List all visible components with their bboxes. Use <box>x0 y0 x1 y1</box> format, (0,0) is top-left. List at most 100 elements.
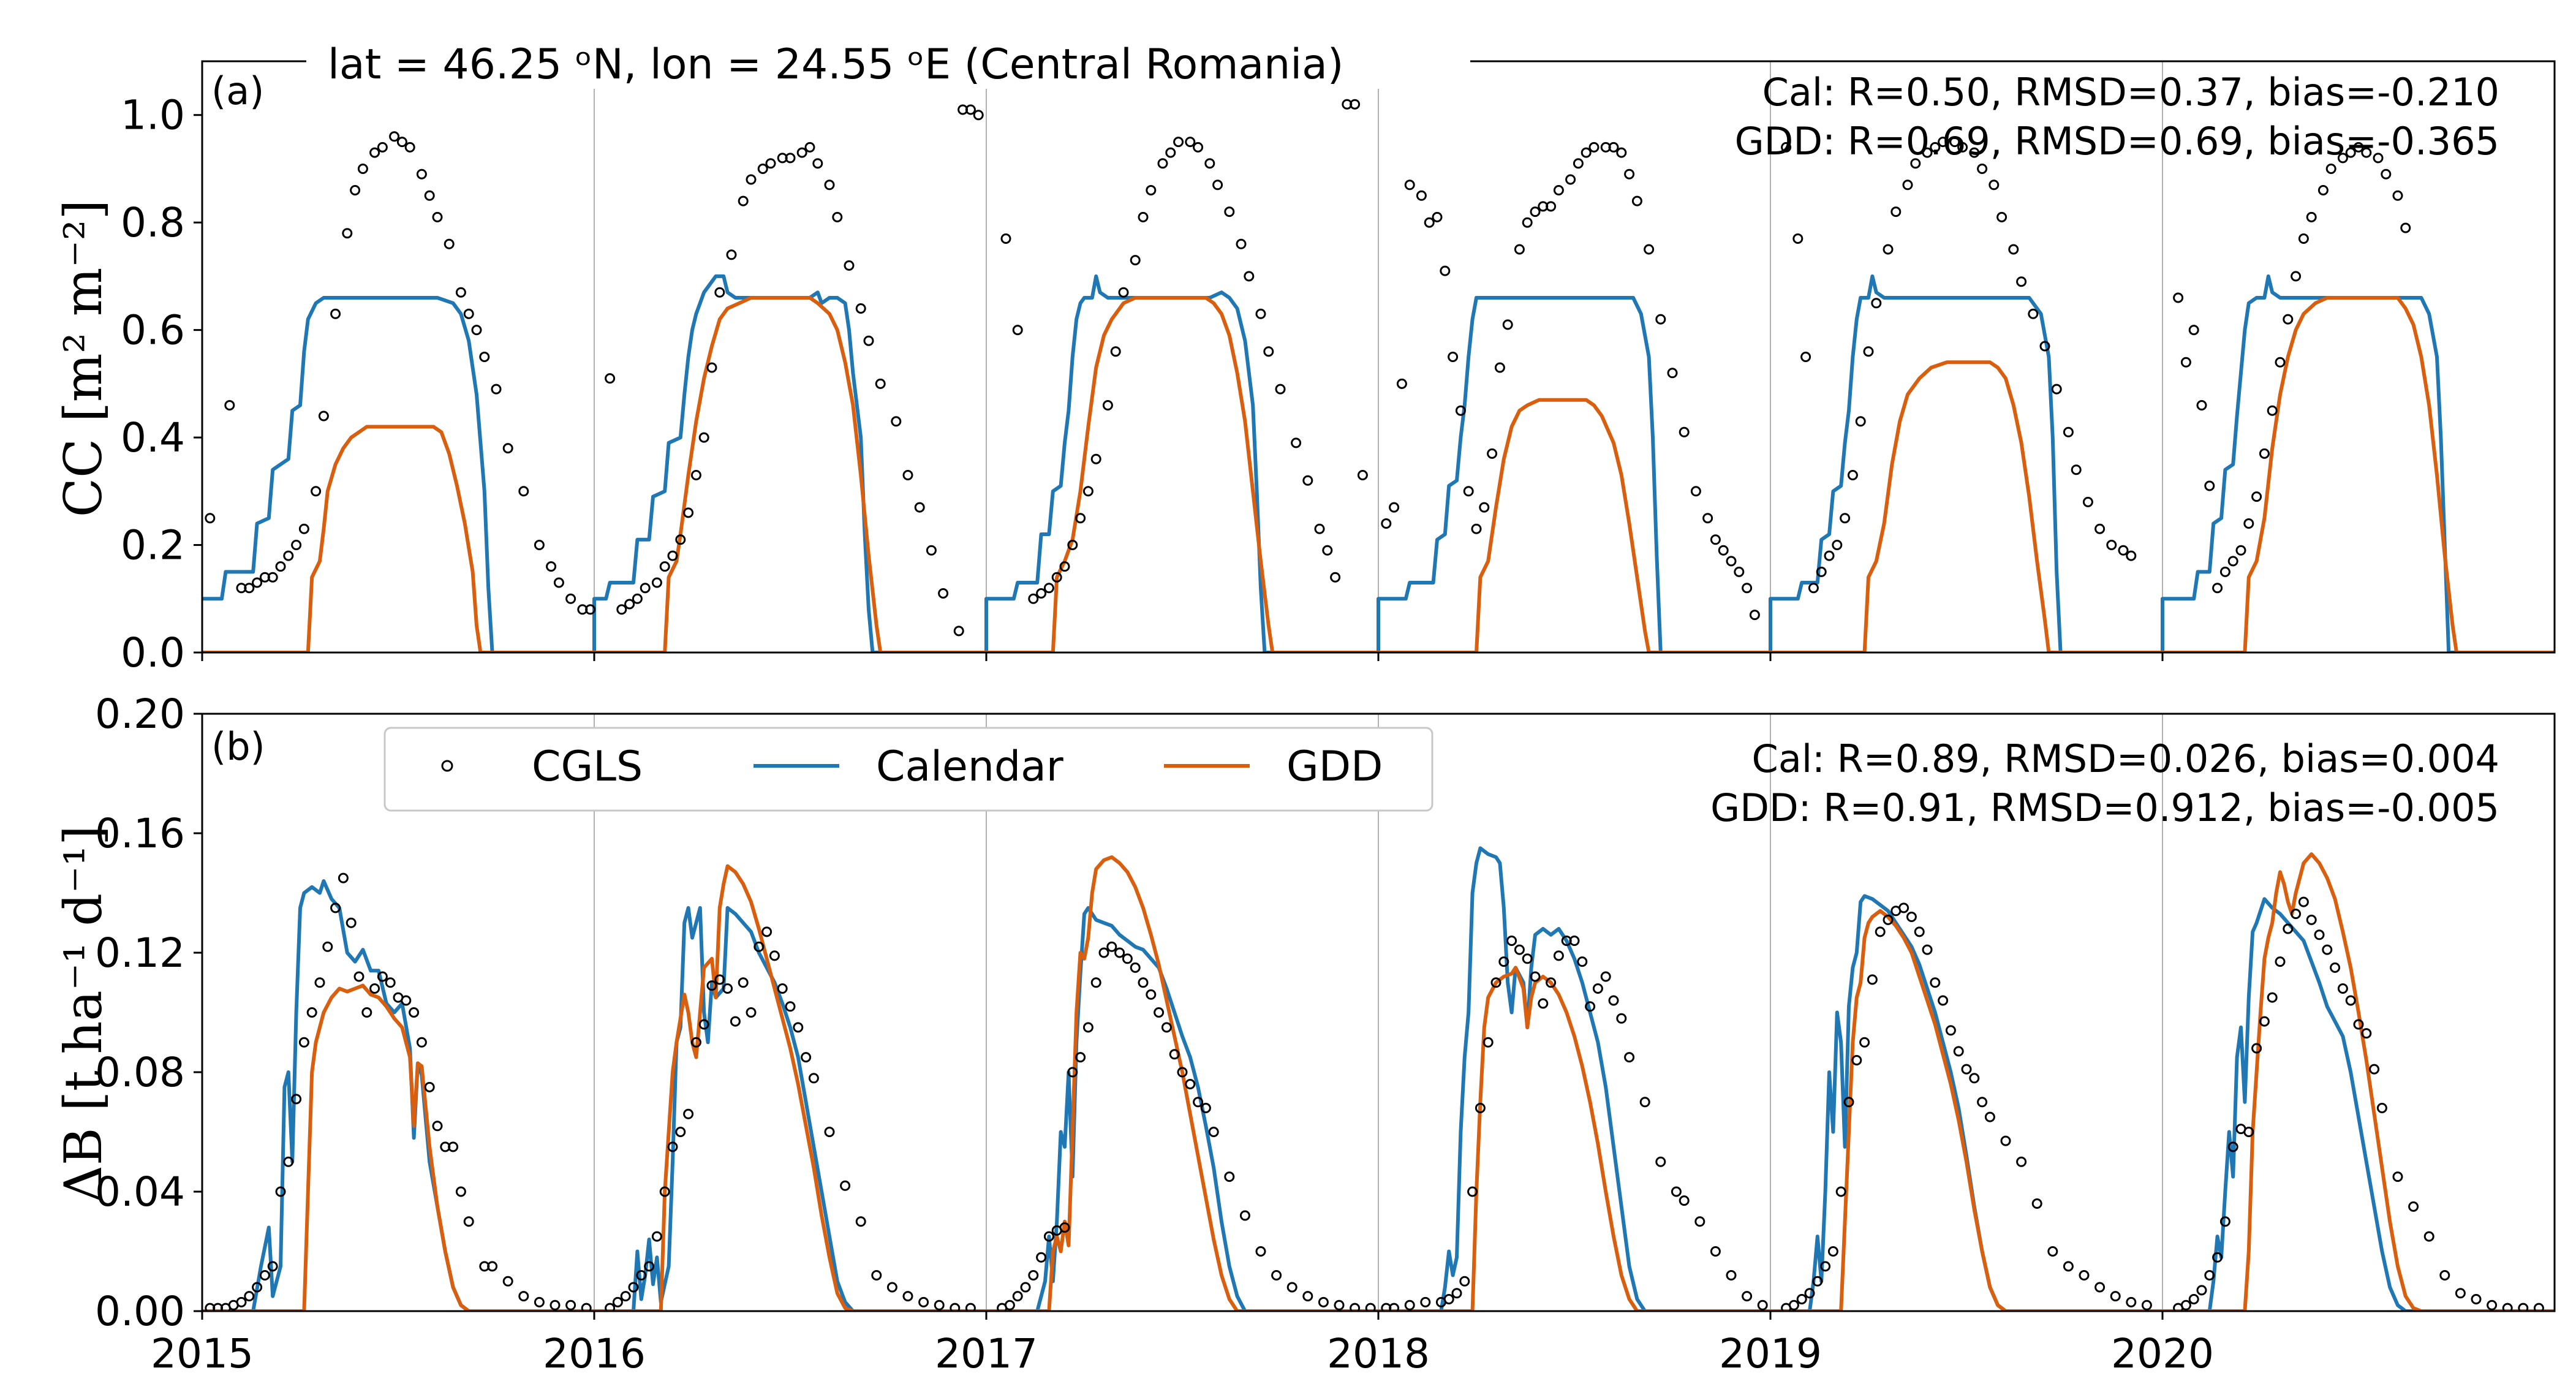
panel-b-cgls-point <box>801 1052 812 1063</box>
panel-b-cgls-point <box>369 983 380 994</box>
panel-a-cgls-point <box>1487 448 1498 459</box>
panel-a-cgls-point <box>1090 453 1101 464</box>
panel-a-cgls-point <box>1051 572 1062 583</box>
panel-a-cgls-point <box>2180 357 2191 368</box>
panel-a-cgls-point <box>804 142 815 153</box>
panel-b-cgls-point <box>2243 1127 2254 1137</box>
panel-a-cgls-point <box>455 287 466 298</box>
panel-a-cgls-point <box>1977 164 1988 174</box>
panel-b-cgls-point <box>2227 1141 2238 1152</box>
panel-a-cgls-point <box>1710 534 1721 545</box>
panel-b-cgls-point <box>1969 1073 1980 1084</box>
panel-b-cgls-point <box>706 980 717 991</box>
panel-a-y-tick-label: 0.6 <box>121 307 185 354</box>
panel-a-cgls-point <box>357 164 368 174</box>
panel-a-cgls-point <box>965 104 976 115</box>
panel-b-cgls-point <box>659 1186 670 1197</box>
panel-a-cgls-point <box>1146 185 1157 195</box>
panel-b-cgls-point <box>1177 1067 1188 1078</box>
panel-b-label: (b) <box>211 724 265 769</box>
panel-b-cgls-point <box>2219 1216 2230 1227</box>
title-background <box>306 34 1470 89</box>
panel-b-cgls-point <box>934 1299 945 1311</box>
panel-a-cgls-point <box>1667 368 1678 379</box>
panel-b-cgls-point <box>1827 1246 1838 1257</box>
panel-a-cgls-point <box>832 211 843 222</box>
panel-b-cgls-point <box>2330 962 2341 973</box>
legend: CGLS Calendar GDD <box>383 727 1433 812</box>
panel-a-cgls-point <box>902 470 913 480</box>
panel-a-cgls-point <box>1726 556 1737 567</box>
panel-a-cgls-point <box>624 599 635 610</box>
panel-b-cgls-point <box>2361 1028 2372 1039</box>
panel-a-cgls-point <box>2082 496 2093 507</box>
panel-b-cgls-point <box>1600 971 1611 982</box>
panel-a-cgls-point <box>690 470 701 480</box>
panel-a-cgls-point <box>757 164 768 174</box>
panel-a-cgls-point <box>1110 346 1121 357</box>
panel-a-cgls-point <box>1949 137 1960 148</box>
panel-a-cgls-point <box>342 228 353 239</box>
panel-a-plot-area <box>202 99 2555 652</box>
panel-a-cgls-point <box>1742 583 1753 594</box>
panel-a-cgls-point <box>1847 470 1858 480</box>
panel-b-cgls-point <box>2141 1299 2152 1311</box>
panel-b-cgls-point <box>424 1081 435 1092</box>
panel-a-cgls-point <box>1224 206 1235 218</box>
panel-a-cgls-point <box>714 287 725 298</box>
panel-a-cgls-point <box>2118 545 2129 556</box>
panel-b-cgls-point <box>2322 944 2333 955</box>
panel-a-cgls-point <box>1396 378 1407 389</box>
legend-box <box>383 727 1433 812</box>
panel-b-cgls-point <box>1350 1303 1361 1311</box>
panel-b-cgls-point <box>1835 1186 1846 1197</box>
panel-a-cgls-point <box>1185 137 1196 148</box>
panel-a-cgls-point <box>844 260 855 271</box>
panel-a-cgls-point <box>1832 540 1843 550</box>
panel-b-cgls-point <box>322 941 333 952</box>
panel-b-cgls-point <box>2079 1270 2090 1280</box>
panel-b-cgls-point <box>918 1296 929 1307</box>
panel-a-cgls-point <box>1792 233 1804 244</box>
legend-gdd-label: GDD <box>1286 743 1383 791</box>
panel-b-cgls-point <box>1867 974 1878 985</box>
panel-b-cgls-point <box>1122 953 1133 964</box>
panel-b-cgls-point <box>2196 1285 2207 1296</box>
panel-a-cgls-point <box>855 303 866 314</box>
panel-b-cgls-point <box>361 1007 372 1018</box>
panel-a-cgls-point <box>2028 308 2039 319</box>
panel-b-y-tick-label: 0.20 <box>95 690 185 738</box>
panel-b-cgls-point <box>2016 1156 2027 1167</box>
panel-a-cgls-point <box>953 626 964 637</box>
panel-a-stats-calendar: Cal: R=0.50, RMSD=0.37, bias=-0.210 <box>1762 70 2499 115</box>
panel-a-cgls-point <box>1840 513 1851 524</box>
panel-a-cgls-point <box>298 523 309 534</box>
panel-a-cgls-point <box>1043 583 1054 594</box>
panel-a-cgls-point <box>2400 222 2411 233</box>
panel-b-cgls-point <box>1671 1186 1682 1197</box>
panel-b-cgls-point <box>902 1291 913 1302</box>
panel-a-cgls-point <box>1957 142 1968 153</box>
panel-a-cgls-point <box>706 362 717 373</box>
panel-b-cgls-point <box>1757 1299 1768 1311</box>
panel-a-cgls-point <box>1910 158 1921 169</box>
panel-a-cgls-point <box>471 325 482 336</box>
panel-b-cgls-point <box>1788 1299 1799 1311</box>
panel-b-cgls-point <box>1365 1303 1376 1311</box>
panel-b-cgls-point <box>1812 1276 1823 1287</box>
panel-b-cgls-point <box>785 1001 796 1012</box>
panel-a-cgls-point <box>1165 147 1176 158</box>
panel-a-cgls-point <box>1204 158 1215 169</box>
panel-b-cgls-point <box>1451 1288 1462 1299</box>
panel-a-cgls-point <box>1702 513 1713 524</box>
panel-b-cgls-point <box>1639 1097 1650 1108</box>
legend-calendar-label: Calendar <box>876 743 1063 791</box>
legend-cgls-marker <box>441 760 453 772</box>
panel-a-cgls-point <box>1608 142 1619 153</box>
panel-a-cgls-point <box>1236 238 1247 249</box>
panel-b-cgls-point <box>1146 989 1157 1000</box>
panel-a-cgls-point <box>1067 540 1078 550</box>
panel-a-cgls-point <box>267 572 278 583</box>
x-tick-label: 2019 <box>1719 1330 1822 1377</box>
panel-b-cgls-point <box>698 1019 709 1030</box>
